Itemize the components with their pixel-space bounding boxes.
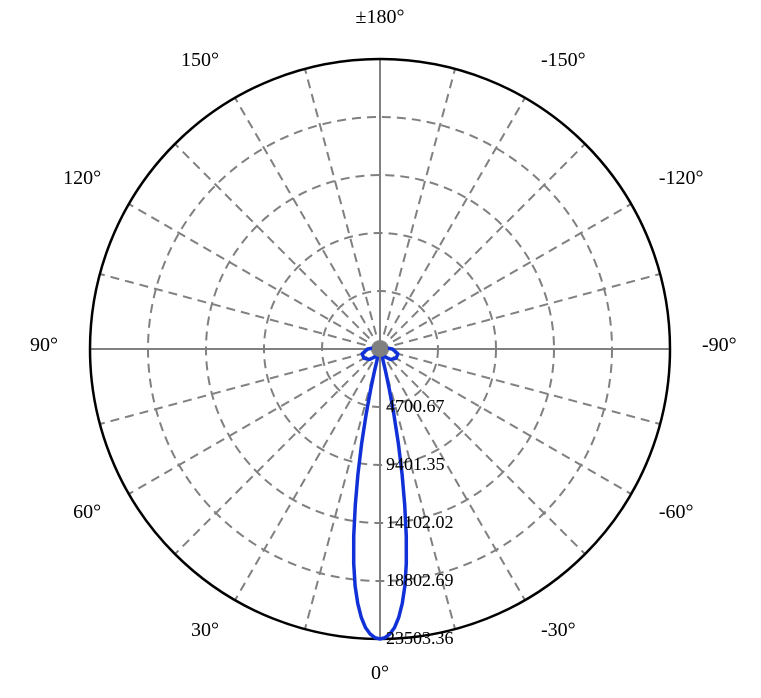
- radial-tick-label: 9401.35: [386, 454, 445, 474]
- angle-label: -120°: [659, 167, 704, 189]
- angle-label: 30°: [191, 619, 219, 641]
- angle-label: -60°: [659, 501, 694, 523]
- center-hub: [372, 341, 388, 357]
- angle-label: -150°: [541, 49, 586, 71]
- radial-tick-label: 4700.67: [386, 396, 445, 416]
- angle-label: 60°: [73, 501, 101, 523]
- angle-label: 120°: [63, 167, 101, 189]
- radial-tick-label: 18802.69: [386, 570, 454, 590]
- radial-tick-label: 14102.02: [386, 512, 454, 532]
- angle-label: -30°: [541, 619, 576, 641]
- angle-label: 90°: [30, 334, 58, 356]
- polar-chart: 4700.67 9401.35 14102.02 18802.69 23503.36 0°…: [0, 0, 761, 698]
- angle-label: 0°: [371, 662, 389, 684]
- angle-label: -90°: [702, 334, 737, 356]
- radial-tick-label: 23503.36: [386, 628, 454, 648]
- angle-label: ±180°: [356, 6, 405, 28]
- angle-label: 150°: [181, 49, 219, 71]
